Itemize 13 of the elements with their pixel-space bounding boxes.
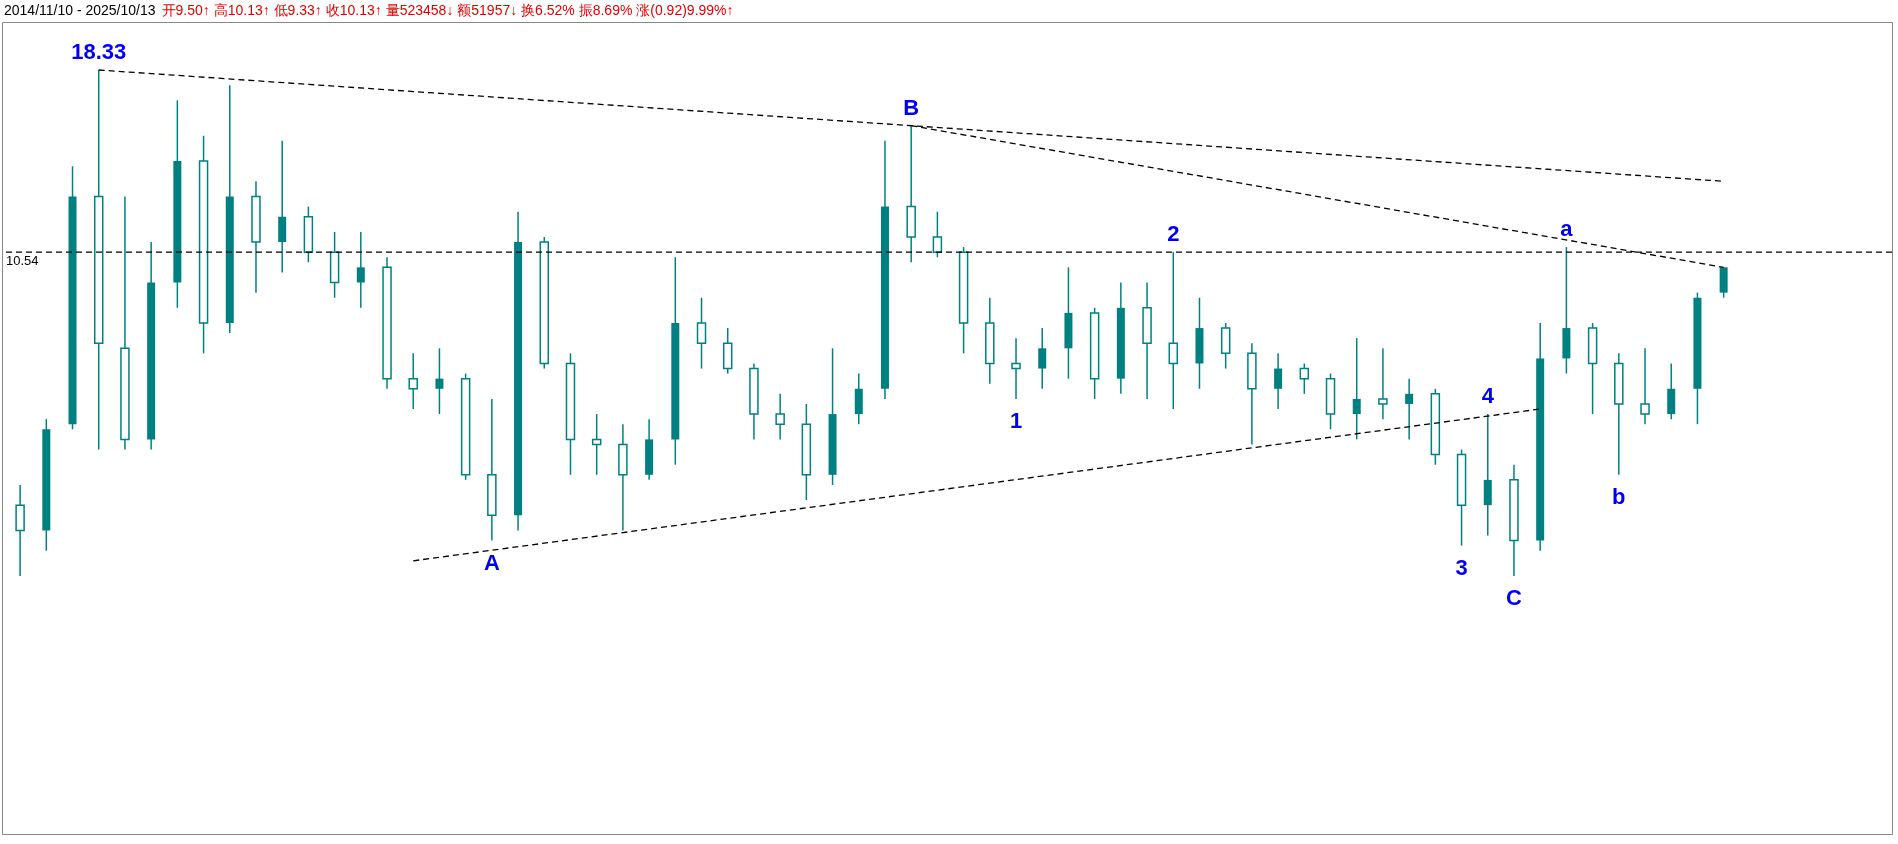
text: A (483, 549, 500, 575)
chart-subtitle: 开9.50↑ 高10.13↑ 低9.33↑ 收10.13↑ 量523458↓ 额51957↓ 换6.52% 振8.69% 涨(0.92)9.99%↑ (161, 2, 734, 18)
text: 1 (1009, 407, 1023, 433)
text: b (1612, 483, 1626, 509)
chart-title: 2014/11/10 - 2025/10/13 (4, 2, 156, 18)
text: a (1560, 216, 1573, 242)
text: 3 (1455, 554, 1468, 580)
text: C (1506, 585, 1522, 610)
text: 2 (1167, 221, 1180, 247)
text: 18.33 (71, 39, 127, 64)
text: B (903, 94, 920, 120)
text: 4 (1481, 383, 1494, 409)
annotation: 10.54 (6, 253, 39, 269)
